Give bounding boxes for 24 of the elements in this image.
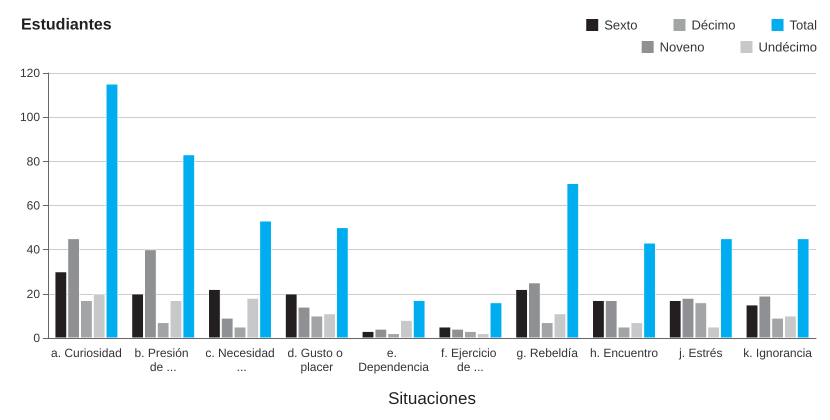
legend-label: Sexto [604, 18, 638, 32]
y-tick-label: 80 [26, 154, 40, 168]
x-tick-label: a. Curiosidad [51, 346, 122, 360]
x-tick-label: h. Encuentro [590, 346, 658, 360]
x-axis-title: Situaciones [388, 389, 476, 408]
y-tick-label: 40 [26, 242, 40, 257]
legend-label: Noveno [660, 40, 704, 54]
x-tick-label: c. Necesidad ... [205, 346, 275, 374]
legend-label: Décimo [691, 18, 736, 32]
x-tick-label: f. Ejercicio de ... [441, 346, 500, 374]
y-tick-label: 0 [33, 331, 40, 345]
y-tick-label: 100 [20, 110, 40, 124]
x-tick-label: b. Presión de ... [134, 346, 192, 374]
x-tick-label: k. Ignorancia [743, 346, 812, 360]
y-tick-label: 20 [26, 286, 40, 301]
x-tick-label: g. Rebeldía [516, 346, 578, 360]
y-axis-title: Estudiantes [21, 16, 112, 34]
y-tick-label: 120 [20, 66, 40, 80]
x-tick-label: d. Gusto o placer [287, 346, 346, 374]
legend-label: Total [790, 18, 818, 32]
x-tick-label: j. Estrés [678, 346, 722, 360]
x-tick-label: e. Dependencia [358, 346, 430, 374]
legend-label: Undécimo [758, 40, 818, 54]
y-tick-label: 60 [26, 198, 40, 212]
